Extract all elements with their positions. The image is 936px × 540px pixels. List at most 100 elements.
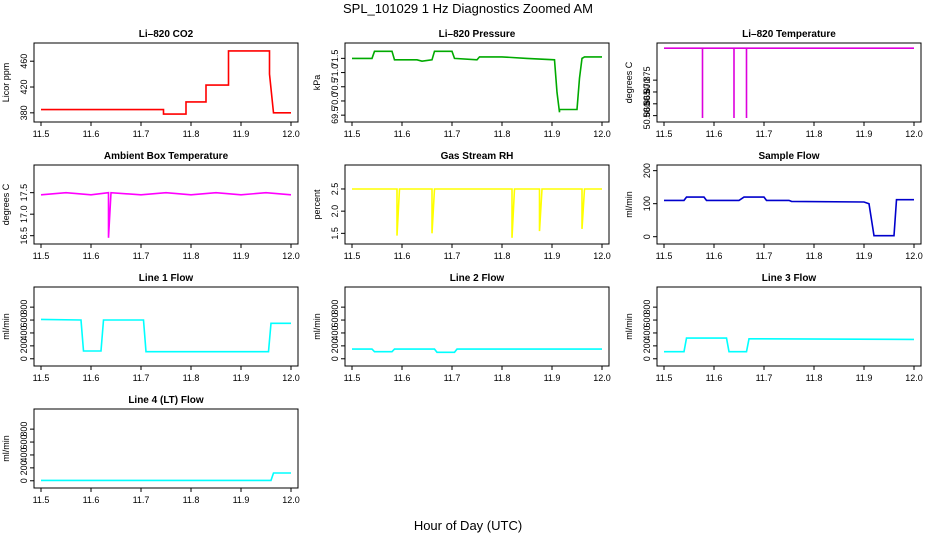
panel-frame bbox=[344, 286, 610, 367]
y-tick-label: 0 bbox=[642, 356, 652, 361]
x-tick-label: 11.7 bbox=[756, 251, 773, 261]
y-tick-label: 50.865 bbox=[642, 90, 652, 118]
panel-title: Gas Stream RH bbox=[441, 151, 514, 162]
panel-title: Line 3 Flow bbox=[762, 273, 817, 284]
y-tick-label: 0 bbox=[19, 356, 29, 361]
x-tick-label: 11.6 bbox=[706, 251, 723, 261]
series-line bbox=[664, 196, 914, 237]
series-line bbox=[40, 318, 291, 353]
panel-frame bbox=[33, 42, 299, 123]
y-tick-label: 0 bbox=[330, 356, 340, 361]
x-tick-label: 11.5 bbox=[344, 129, 361, 139]
x-tick-label: 12.0 bbox=[905, 373, 923, 383]
y-axis-label: ml/min bbox=[624, 191, 634, 218]
panel-title: Line 4 (LT) Flow bbox=[128, 395, 204, 406]
y-tick-label: 420 bbox=[19, 80, 29, 95]
y-tick-label: 2.5 bbox=[330, 183, 340, 196]
series-line bbox=[41, 50, 291, 115]
y-tick-label: 70.0 bbox=[330, 92, 340, 110]
x-tick-label: 11.8 bbox=[494, 251, 511, 261]
x-tick-label: 11.9 bbox=[233, 495, 250, 505]
y-tick-label: 50.875 bbox=[642, 66, 652, 94]
x-tick-label: 11.5 bbox=[344, 251, 361, 261]
x-tick-label: 12.0 bbox=[905, 129, 923, 139]
x-tick-label: 11.7 bbox=[756, 129, 773, 139]
x-tick-label: 11.9 bbox=[544, 251, 561, 261]
panel-frame bbox=[656, 164, 922, 245]
x-tick-label: 11.9 bbox=[233, 251, 250, 261]
x-tick-label: 11.7 bbox=[133, 129, 150, 139]
x-tick-label: 11.7 bbox=[756, 373, 773, 383]
y-tick-label: 600 bbox=[642, 313, 652, 328]
panel-frame bbox=[656, 42, 922, 123]
x-tick-label: 11.6 bbox=[394, 373, 411, 383]
panel-frame bbox=[33, 408, 299, 489]
panel-frame bbox=[33, 164, 299, 245]
x-tick-label: 11.7 bbox=[133, 251, 150, 261]
x-tick-label: 11.9 bbox=[856, 129, 873, 139]
y-tick-label: 800 bbox=[330, 300, 340, 315]
x-tick-label: 11.5 bbox=[33, 495, 50, 505]
panel-9: Line 3 Flow 11.5 11.6 11.7 11.8 11.9 12.0 0 2004… bbox=[624, 273, 923, 383]
y-tick-label: 600 bbox=[19, 435, 29, 450]
y-tick-label: 17.5 bbox=[19, 184, 29, 202]
x-tick-label: 11.9 bbox=[233, 373, 250, 383]
series-line bbox=[352, 50, 602, 113]
y-tick-label: 800 bbox=[19, 300, 29, 315]
x-tick-label: 11.9 bbox=[544, 373, 561, 383]
x-tick-label: 11.6 bbox=[83, 129, 100, 139]
x-tick-label: 12.0 bbox=[593, 129, 611, 139]
x-tick-label: 12.0 bbox=[282, 251, 300, 261]
y-tick-label: 800 bbox=[642, 300, 652, 315]
figure-x-axis-label: Hour of Day (UTC) bbox=[413, 518, 523, 533]
x-tick-label: 11.6 bbox=[394, 251, 411, 261]
x-tick-label: 11.8 bbox=[183, 495, 200, 505]
x-tick-label: 11.8 bbox=[183, 373, 200, 383]
panel-8: Line 2 Flow 11.5 11.6 11.7 11.8 11.9 12.0 0 2004… bbox=[312, 273, 611, 383]
panel-title: Li–820 Pressure bbox=[439, 29, 516, 40]
x-tick-label: 11.9 bbox=[856, 251, 873, 261]
y-axis-label: degrees C bbox=[1, 183, 11, 225]
x-tick-label: 11.5 bbox=[344, 373, 361, 383]
x-tick-label: 11.7 bbox=[444, 129, 461, 139]
x-tick-label: 11.6 bbox=[394, 129, 411, 139]
y-axis-label: ml/min bbox=[312, 313, 322, 340]
y-tick-label: 600 bbox=[19, 313, 29, 328]
x-tick-label: 11.6 bbox=[83, 495, 100, 505]
y-tick-label: 200 bbox=[330, 338, 340, 353]
y-tick-label: 71.0 bbox=[330, 64, 340, 82]
y-axis-label: ml/min bbox=[1, 435, 11, 462]
x-tick-label: 11.8 bbox=[494, 373, 511, 383]
x-tick-label: 11.6 bbox=[83, 251, 100, 261]
y-axis-label: percent bbox=[312, 189, 322, 220]
panel-frame bbox=[656, 286, 922, 367]
y-tick-label: 70.5 bbox=[330, 78, 340, 96]
y-tick-label: 2.0 bbox=[330, 205, 340, 218]
x-tick-label: 11.5 bbox=[33, 251, 50, 261]
x-tick-label: 11.5 bbox=[33, 373, 50, 383]
panel-frame bbox=[344, 42, 610, 123]
panel-5: Gas Stream RH 11.5 11.6 11.7 11.8 11.9 12.0 1.5… bbox=[312, 151, 611, 261]
y-tick-label: 69.5 bbox=[330, 106, 340, 124]
x-tick-label: 11.8 bbox=[806, 129, 823, 139]
x-tick-label: 11.8 bbox=[183, 129, 200, 139]
y-tick-label: 800 bbox=[19, 422, 29, 437]
series-line bbox=[40, 191, 292, 238]
y-tick-label: 200 bbox=[19, 460, 29, 475]
y-tick-label: 380 bbox=[19, 105, 29, 120]
y-tick-label: 400 bbox=[19, 325, 29, 340]
series-line bbox=[664, 337, 915, 353]
y-tick-label: 16.5 bbox=[19, 227, 29, 245]
y-axis-label: degrees C bbox=[624, 61, 634, 103]
y-tick-label: 0 bbox=[19, 478, 29, 483]
series-line bbox=[664, 47, 914, 118]
y-axis-label: Licor ppm bbox=[1, 63, 11, 103]
panel-frame bbox=[344, 164, 610, 245]
x-tick-label: 11.9 bbox=[856, 373, 873, 383]
y-tick-label: 1.5 bbox=[330, 227, 340, 240]
x-tick-label: 11.8 bbox=[806, 373, 823, 383]
y-tick-label: 200 bbox=[642, 163, 652, 178]
x-tick-label: 11.7 bbox=[444, 373, 461, 383]
x-tick-label: 11.8 bbox=[806, 251, 823, 261]
